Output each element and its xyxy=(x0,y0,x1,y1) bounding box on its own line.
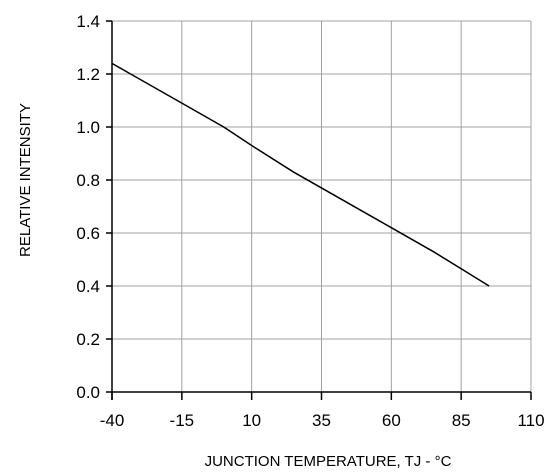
x-tick-label: 35 xyxy=(312,411,331,430)
x-axis-ticks: -40 -15 10 35 60 85 110 xyxy=(100,392,545,430)
y-tick-label: 1.0 xyxy=(76,118,100,137)
intensity-series-line xyxy=(111,62,490,287)
grid xyxy=(112,20,532,392)
x-tick-label: -15 xyxy=(170,411,195,430)
x-tick-label: 60 xyxy=(382,411,401,430)
y-tick-label: 0.8 xyxy=(76,171,100,190)
x-axis-label: JUNCTION TEMPERATURE, TJ - °C xyxy=(205,453,452,470)
x-tick-label: 110 xyxy=(517,411,544,430)
y-tick-label: 1.2 xyxy=(76,65,100,84)
y-tick-label: 0.2 xyxy=(76,330,100,349)
y-tick-label: 0.4 xyxy=(76,277,100,296)
y-axis-ticks: 0.0 0.2 0.4 0.6 0.8 1.0 1.2 1.4 xyxy=(76,12,112,402)
series-group xyxy=(111,62,490,287)
x-tick-label: 85 xyxy=(452,411,471,430)
y-tick-label: 0.6 xyxy=(76,224,100,243)
x-tick-label: 10 xyxy=(242,411,261,430)
y-tick-label: 1.4 xyxy=(76,12,100,31)
y-axis-label: RELATIVE INTENSITY xyxy=(17,103,34,257)
y-tick-label: 0.0 xyxy=(76,383,100,402)
x-tick-label: -40 xyxy=(100,411,125,430)
